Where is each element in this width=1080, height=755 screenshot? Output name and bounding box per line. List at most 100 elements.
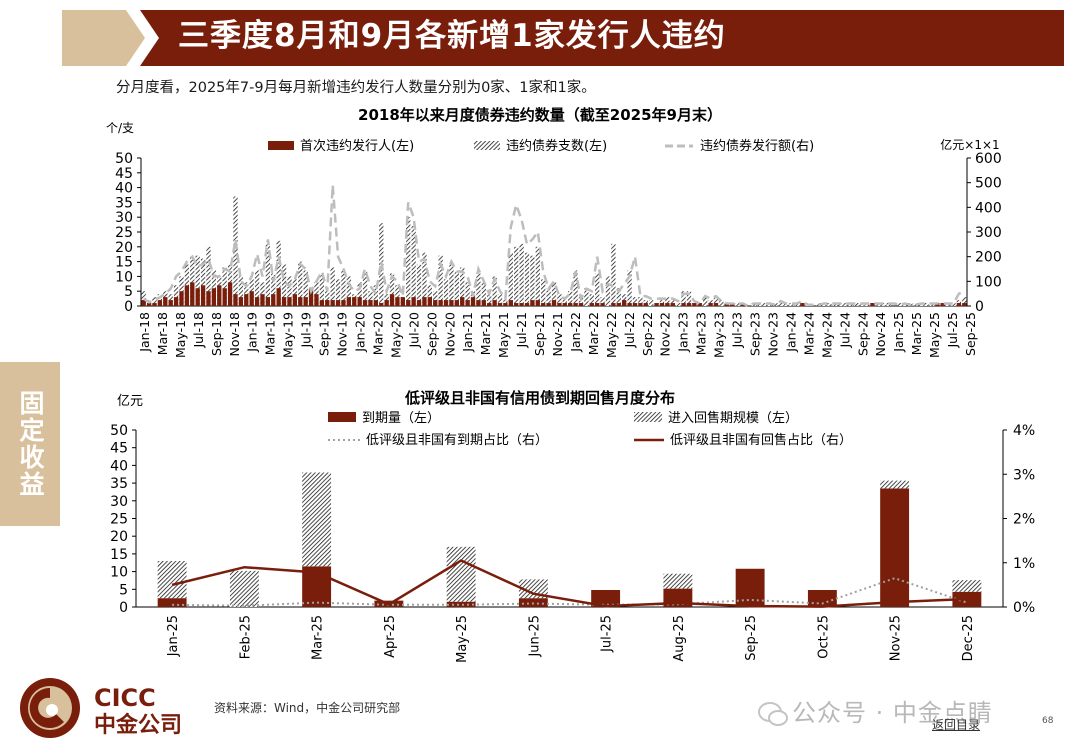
chart1-x-tick-label: Mar-22 — [586, 312, 601, 355]
first-default-bar — [438, 300, 443, 306]
first-default-bar — [470, 297, 476, 306]
first-default-bar — [254, 297, 260, 306]
chart1-x-tick-label: May-21 — [496, 312, 511, 358]
title-banner — [62, 10, 1064, 66]
chart1-x-tick-label: Mar-23 — [694, 312, 709, 355]
back-to-contents-link[interactable]: 返回目录 — [932, 718, 981, 732]
wechat-icon — [758, 702, 788, 726]
first-default-bar — [319, 300, 325, 306]
maturity-bar — [446, 601, 476, 607]
default-count-bar — [951, 303, 956, 306]
maturity-ratio-line — [172, 577, 968, 607]
default-count-bar — [233, 196, 238, 306]
first-default-bar — [141, 300, 146, 306]
chart1-x-tick-label: Nov-20 — [442, 312, 457, 357]
chart2-x-tick-label: Jul-25 — [600, 615, 615, 653]
default-count-bar — [476, 273, 481, 306]
logo-text-cn: 中金公司 — [94, 712, 182, 738]
default-count-bar — [578, 297, 584, 306]
first-default-bar — [708, 303, 713, 306]
chart2-right-tick-label: 0% — [1013, 600, 1035, 616]
first-default-bar — [616, 303, 621, 306]
first-default-bar — [654, 303, 659, 306]
first-default-bar — [308, 288, 314, 306]
first-default-bar — [508, 300, 513, 306]
chart1-x-tick-label: May-22 — [604, 312, 619, 358]
chart1-x-tick-label: Sep-20 — [424, 312, 439, 356]
first-default-bar — [287, 297, 292, 306]
first-default-bar — [157, 300, 163, 306]
putback-bar — [229, 570, 259, 607]
maturity-bar — [157, 598, 187, 607]
chart2-right-tick-label: 1% — [1013, 556, 1035, 572]
first-default-bar — [686, 303, 692, 306]
chart2-left-tick-label: 30 — [110, 494, 128, 510]
default-count-bar — [605, 276, 611, 306]
default-count-bar — [357, 282, 362, 306]
chart1-right-unit: 亿元×1×1 — [940, 137, 999, 152]
putback-ratio-line — [171, 559, 967, 608]
default-count-bar — [514, 246, 519, 306]
chart1-x-tick-label: Mar-24 — [801, 312, 816, 355]
default-count-bar — [481, 282, 486, 306]
chart1-x-tick-label: Jul-21 — [514, 312, 529, 349]
chart2-bars — [157, 472, 982, 607]
chart1-x-tick-label: Jan-25 — [891, 312, 906, 353]
default-count-bar — [616, 288, 621, 306]
summary-text: 分月度看，2025年7-9月每月新增违约发行人数量分别为0家、1家和1家。 — [116, 80, 596, 96]
chart1-x-tick-label: Jul-20 — [406, 312, 421, 349]
legend-label-first-default: 首次违约发行人(左) — [300, 138, 414, 154]
first-default-bar — [870, 303, 875, 306]
default-count-bar — [200, 258, 206, 306]
chart1-x-tick-label: Nov-19 — [335, 312, 350, 357]
chart1-bars — [141, 196, 967, 306]
chart2-right-tick-label: 3% — [1013, 467, 1035, 483]
default-count-bar — [962, 297, 967, 306]
default-count-bar — [341, 270, 346, 306]
chart1-x-tick-label: Jan-19 — [245, 312, 260, 353]
default-count-bar — [190, 255, 195, 306]
chart2-left-unit: 亿元 — [117, 394, 143, 409]
chart1-x-tick-label: Jul-25 — [945, 312, 960, 349]
default-count-bar — [416, 264, 422, 306]
chart1-x-tick-label: Jan-23 — [676, 312, 691, 353]
first-default-bar — [497, 303, 503, 306]
chart-monthly-defaults: 2018年以来月度债券违约数量（截至2025年9月末） 个/支 亿元×1×1 首… — [106, 106, 1002, 358]
default-count-bar — [141, 291, 146, 306]
side-tab[interactable]: 固定收益 — [0, 362, 60, 526]
chart1-left-tick-label: 30 — [115, 210, 133, 226]
chart2-left-tick-label: 20 — [110, 529, 128, 545]
first-default-bar — [962, 303, 967, 306]
chart1-left-tick-label: 40 — [115, 181, 133, 197]
chart1-left-tick-label: 0 — [124, 299, 133, 315]
first-default-bar — [665, 303, 670, 306]
first-default-bar — [200, 285, 206, 306]
logo-text-en: CICC — [94, 684, 156, 712]
first-default-bar — [535, 300, 540, 306]
first-default-bar — [222, 288, 227, 306]
chart1-x-tick-label: Nov-23 — [765, 312, 780, 356]
default-count-bar — [573, 270, 578, 306]
first-default-bar — [622, 300, 627, 306]
chart1-x-tick-label: Jul-24 — [837, 312, 852, 349]
default-count-bar — [632, 297, 638, 306]
first-default-bar — [503, 303, 508, 306]
first-default-bar — [368, 300, 373, 306]
first-default-bar — [476, 300, 481, 306]
chart2-left-tick-label: 35 — [110, 476, 128, 492]
default-count-bar — [562, 297, 567, 306]
first-default-bar — [325, 300, 330, 306]
maturity-bar — [591, 590, 621, 607]
first-default-bar — [713, 303, 719, 306]
first-default-bar — [611, 303, 616, 306]
chart1-right-tick-label: 400 — [975, 200, 1002, 216]
cicc-logo-mark: CICC 中金公司 — [20, 678, 182, 738]
default-count-bar — [497, 294, 503, 306]
default-count-bar — [465, 282, 470, 306]
first-default-bar — [357, 297, 362, 306]
first-default-bar — [238, 297, 244, 306]
default-count-bar — [676, 303, 681, 306]
first-default-bar — [298, 297, 303, 306]
putback-bar — [302, 472, 332, 567]
wechat-watermark: 公众号 · 中金点睛 — [758, 693, 993, 728]
